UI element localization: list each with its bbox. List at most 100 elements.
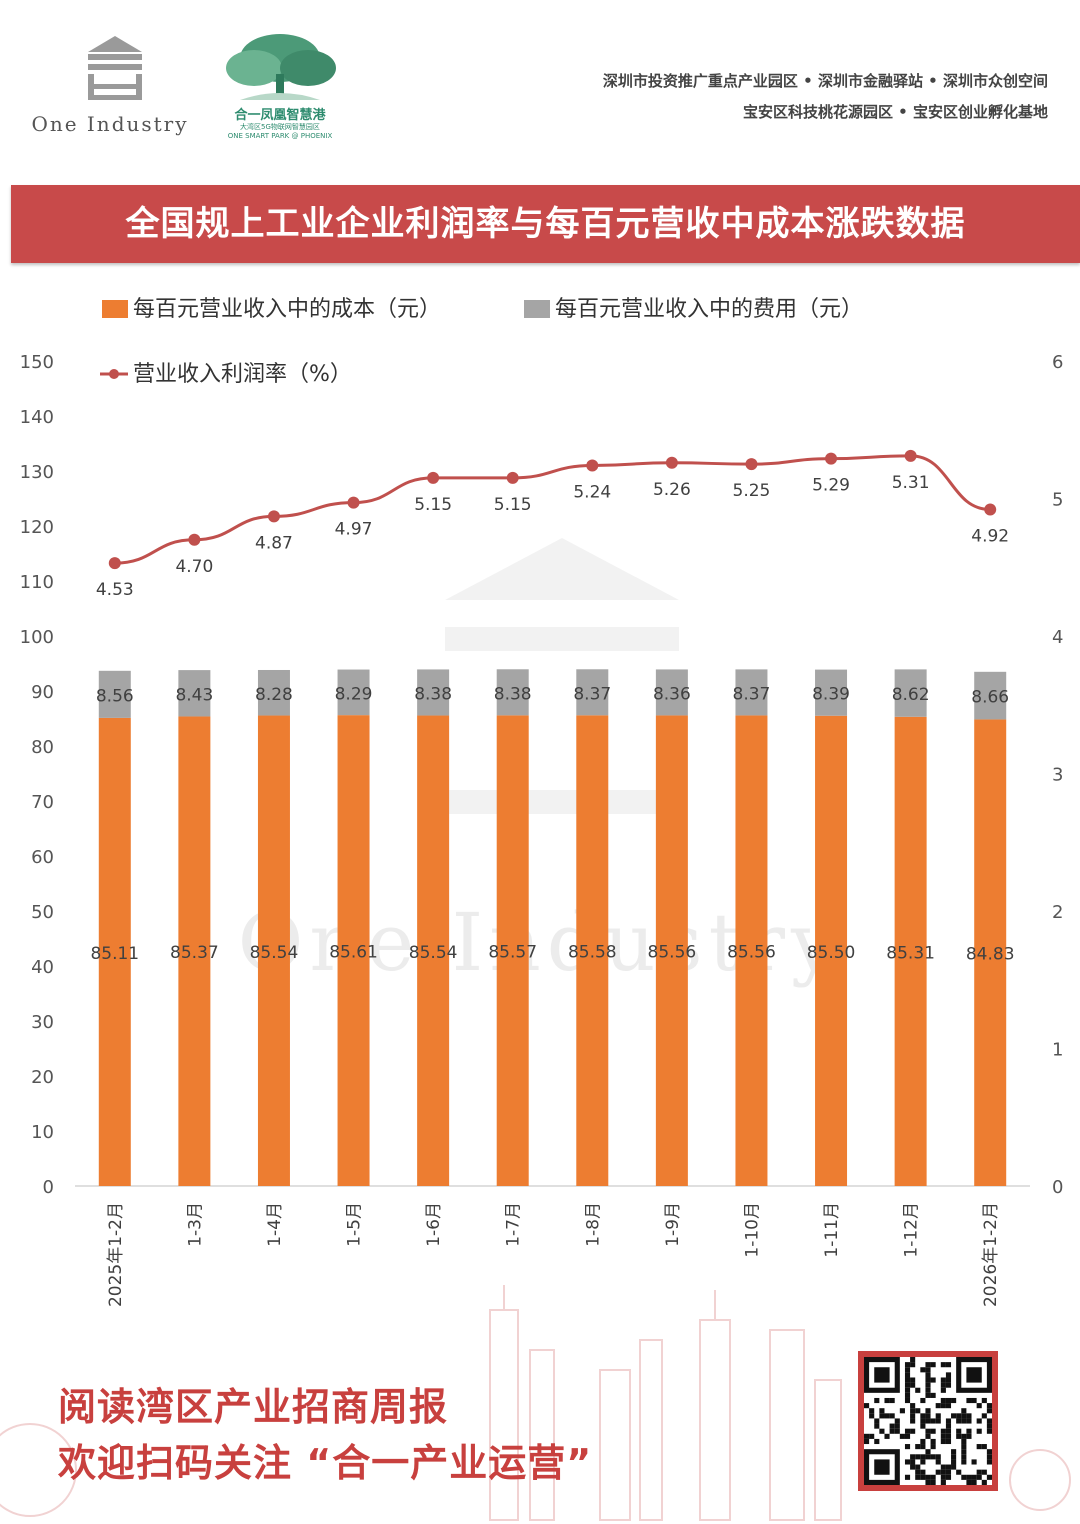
data-label-expense: 8.29: [335, 684, 373, 704]
qr-module: [986, 1418, 992, 1424]
qr-module: [976, 1428, 982, 1434]
qr-module: [910, 1454, 916, 1460]
data-label-profit: 5.15: [494, 495, 532, 515]
profit-rate-point: [984, 503, 997, 516]
qr-module: [910, 1362, 916, 1368]
qr-module: [910, 1464, 916, 1470]
qr-module: [935, 1454, 941, 1460]
qr-module: [951, 1413, 957, 1419]
qr-module: [956, 1413, 962, 1419]
profit-rate-point: [825, 452, 838, 465]
qr-module: [889, 1428, 895, 1434]
qr-module: [945, 1474, 952, 1480]
category-tick-label: 1-6月: [424, 1202, 444, 1247]
qr-module: [899, 1433, 905, 1439]
qr-module: [945, 1382, 952, 1388]
right-axis-tick-label: 3: [1052, 765, 1063, 786]
bar-expense: [655, 669, 688, 716]
qr-module: [889, 1413, 895, 1419]
data-label-expense: 8.62: [892, 685, 930, 705]
bar-cost: [257, 715, 290, 1186]
data-label-profit: 5.29: [812, 476, 850, 496]
watermark-logo-bar: [445, 790, 679, 814]
footer: 阅读湾区产业招商周报 欢迎扫码关注 “合一产业运营”: [0, 1280, 1080, 1524]
qr-module: [940, 1474, 946, 1480]
qr-module: [986, 1454, 992, 1460]
data-label-expense: 8.66: [971, 688, 1009, 708]
qr-module: [930, 1362, 936, 1368]
qr-module: [935, 1418, 941, 1424]
qr-module: [910, 1357, 916, 1363]
tagline-line2: 宝安区科技桃花源园区 • 宝安区创业孵化基地: [742, 103, 1048, 121]
bar-expense: [178, 670, 211, 717]
qr-module: [986, 1403, 992, 1409]
qr-module: [945, 1397, 952, 1404]
qr-module: [945, 1469, 952, 1475]
qr-module: [894, 1423, 900, 1429]
qr-module: [951, 1449, 957, 1455]
logo-text: One Industry: [31, 112, 189, 136]
qr-module: [930, 1392, 936, 1398]
left-axis-tick-label: 30: [31, 1012, 54, 1033]
qr-module: [966, 1474, 972, 1480]
left-axis-tick-label: 0: [43, 1177, 54, 1198]
one-industry-logo-icon: [88, 36, 142, 100]
qr-module: [935, 1403, 941, 1409]
qr-module: [956, 1418, 962, 1424]
right-axis-tick-label: 2: [1052, 902, 1063, 923]
qr-module: [966, 1413, 972, 1419]
left-axis-tick-label: 50: [31, 902, 54, 923]
qr-module: [874, 1418, 880, 1424]
data-label-profit: 4.97: [335, 520, 373, 540]
bar-cost: [815, 715, 848, 1186]
qr-module: [945, 1438, 952, 1445]
footer-line1: 阅读湾区产业招商周报: [58, 1385, 449, 1429]
qr-code[interactable]: [858, 1351, 998, 1491]
bar-cost: [894, 716, 927, 1186]
qr-module: [925, 1382, 931, 1388]
data-label-expense: 8.43: [175, 685, 213, 705]
watermark-logo-bar: [445, 627, 679, 651]
qr-module: [976, 1444, 982, 1450]
category-tick-label: 1-8月: [583, 1202, 603, 1247]
qr-module: [961, 1418, 967, 1424]
qr-finder-core: [874, 1367, 890, 1383]
bar-cost: [974, 719, 1007, 1186]
profit-rate-line: [114, 454, 991, 565]
data-label-expense: 8.37: [733, 684, 771, 704]
qr-module: [930, 1428, 936, 1434]
qr-module: [971, 1459, 977, 1465]
data-label-profit: 5.24: [573, 483, 611, 503]
tagline-line1: 深圳市投资推广重点产业园区 • 深圳市金融驿站 • 深圳市众创空间: [602, 72, 1048, 90]
qr-module: [915, 1474, 921, 1480]
qr-module: [915, 1454, 921, 1460]
qr-module: [915, 1408, 921, 1414]
qr-module: [884, 1433, 890, 1439]
qr-module: [920, 1454, 926, 1460]
legend-swatch-cost: [102, 300, 128, 318]
qr-module: [961, 1444, 967, 1450]
bar-expense: [894, 669, 927, 717]
qr-module: [879, 1408, 885, 1414]
title-banner: 全国规上工业企业利润率与每百元营收中成本涨跌数据: [11, 185, 1080, 263]
bar-cost: [655, 715, 688, 1186]
qr-module: [920, 1367, 926, 1373]
qr-module: [940, 1387, 946, 1393]
qr-module: [925, 1454, 931, 1460]
category-tick-label: 1-3月: [185, 1202, 205, 1247]
chart-title: 全国规上工业企业利润率与每百元营收中成本涨跌数据: [125, 204, 966, 244]
qr-module: [956, 1433, 962, 1439]
qr-module: [915, 1464, 921, 1470]
left-axis-tick-label: 130: [20, 462, 54, 483]
logo2-sub1: 大湾区5G物联网智慧园区: [240, 123, 320, 131]
qr-module: [925, 1392, 931, 1398]
data-label-cost: 85.57: [488, 943, 537, 963]
profit-rate-point: [904, 449, 917, 462]
qr-module: [930, 1438, 936, 1445]
qr-module: [976, 1469, 982, 1475]
qr-module: [889, 1397, 895, 1404]
qr-module: [940, 1377, 946, 1383]
one-industry-logo: One Industry: [30, 30, 190, 150]
category-tick-label: 1-12月: [902, 1202, 922, 1258]
